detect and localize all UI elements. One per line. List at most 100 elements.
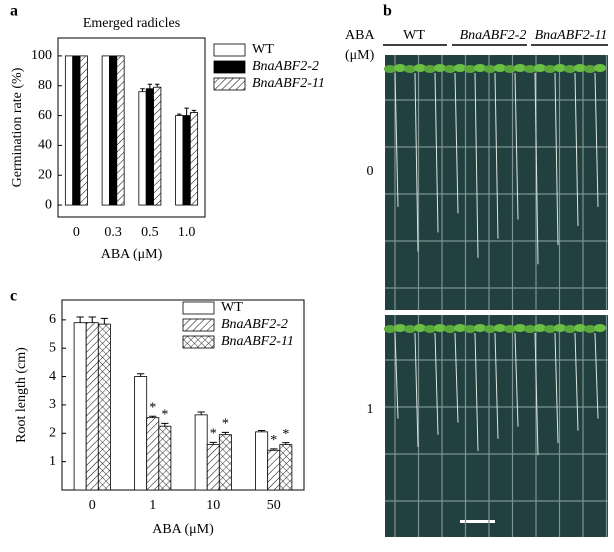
leaf <box>594 64 606 72</box>
leaf <box>494 324 506 332</box>
leaf <box>554 324 566 332</box>
leaf <box>594 324 606 332</box>
bar <box>79 55 88 206</box>
legend-label: BnaABF2-11 <box>221 334 294 349</box>
x-tick-label: 1.0 <box>178 225 196 240</box>
column-header: BnaABF2-11 <box>535 28 608 43</box>
bar <box>194 414 208 491</box>
significance-mark: * <box>210 427 217 442</box>
scale-bar <box>460 520 495 523</box>
error-bar <box>197 411 205 415</box>
leaf <box>444 65 456 73</box>
plot-frame <box>57 37 206 218</box>
leaf <box>414 324 426 332</box>
leaf <box>534 324 546 332</box>
leaf <box>464 325 476 333</box>
leaf <box>404 325 416 333</box>
error-bar <box>100 317 108 325</box>
leaf <box>554 64 566 72</box>
leaf <box>454 64 466 72</box>
bar <box>134 376 148 491</box>
legend-swatch <box>213 77 246 91</box>
leaf <box>474 324 486 332</box>
leaf <box>504 325 516 333</box>
y-tick-label: 2 <box>49 426 56 441</box>
bar <box>138 91 147 206</box>
root <box>574 332 579 431</box>
leaf <box>504 65 516 73</box>
row-header: ABA <box>345 28 375 43</box>
bar <box>72 55 81 206</box>
bar <box>279 444 293 491</box>
legend-label: WT <box>252 42 274 57</box>
error-bar <box>161 422 169 427</box>
significance-mark: * <box>282 427 289 442</box>
leaf <box>404 65 416 73</box>
x-tick-label: 0.3 <box>104 225 122 240</box>
leaf <box>574 324 586 332</box>
x-tick-label: 1 <box>149 498 156 513</box>
legend-swatch <box>182 318 215 332</box>
root <box>414 332 419 447</box>
chart-title: Emerged radicles <box>83 16 180 31</box>
bar <box>73 322 87 491</box>
error-bar <box>258 429 266 432</box>
y-tick-label: 1 <box>49 454 56 469</box>
root <box>554 72 559 246</box>
legend-label: BnaABF2-2 <box>221 317 288 332</box>
root <box>534 72 539 265</box>
y-tick-label: 0 <box>45 197 52 212</box>
root <box>574 72 579 227</box>
bar <box>189 112 199 206</box>
leaf <box>574 64 586 72</box>
error-bar <box>155 83 160 88</box>
error-bar <box>140 88 145 92</box>
error-bar <box>76 316 84 323</box>
y-axis-label: Root length (cm) <box>14 347 29 443</box>
error-bar <box>209 441 217 445</box>
leaf <box>584 325 596 333</box>
y-tick-label: 60 <box>38 108 52 123</box>
error-bar <box>282 442 290 445</box>
leaf <box>514 64 526 72</box>
error-bar <box>137 373 145 377</box>
leaf <box>484 65 496 73</box>
bar <box>153 86 162 206</box>
leaf <box>524 65 536 73</box>
leaf <box>544 65 556 73</box>
y-tick-label: 4 <box>49 369 56 384</box>
column-header: BnaABF2-2 <box>460 28 527 43</box>
x-tick-label: 50 <box>267 498 281 513</box>
y-tick-label: 6 <box>49 312 56 327</box>
leaf <box>564 325 576 333</box>
leaf <box>464 65 476 73</box>
root <box>534 332 539 456</box>
significance-mark: * <box>270 433 277 448</box>
legend-swatch <box>182 335 215 349</box>
root <box>434 72 439 233</box>
bar <box>182 115 191 206</box>
bar <box>175 115 184 206</box>
error-bar <box>88 316 96 323</box>
panel-label: c <box>10 288 17 305</box>
error-bar <box>149 415 157 418</box>
bar <box>85 322 99 491</box>
row-label: 0 <box>367 164 374 179</box>
leaf <box>484 325 496 333</box>
leaf <box>424 325 436 333</box>
leaf <box>474 64 486 72</box>
leaf <box>524 325 536 333</box>
root <box>414 72 419 252</box>
root <box>434 332 439 435</box>
bar <box>255 431 269 491</box>
x-axis-label: ABA (μM) <box>152 522 214 537</box>
leaf <box>414 64 426 72</box>
panel-label: b <box>383 3 392 20</box>
root <box>594 72 599 207</box>
root <box>474 332 479 452</box>
root <box>494 332 499 439</box>
column-header: WT <box>403 28 425 43</box>
y-tick-label: 20 <box>38 167 52 182</box>
root <box>594 332 599 419</box>
